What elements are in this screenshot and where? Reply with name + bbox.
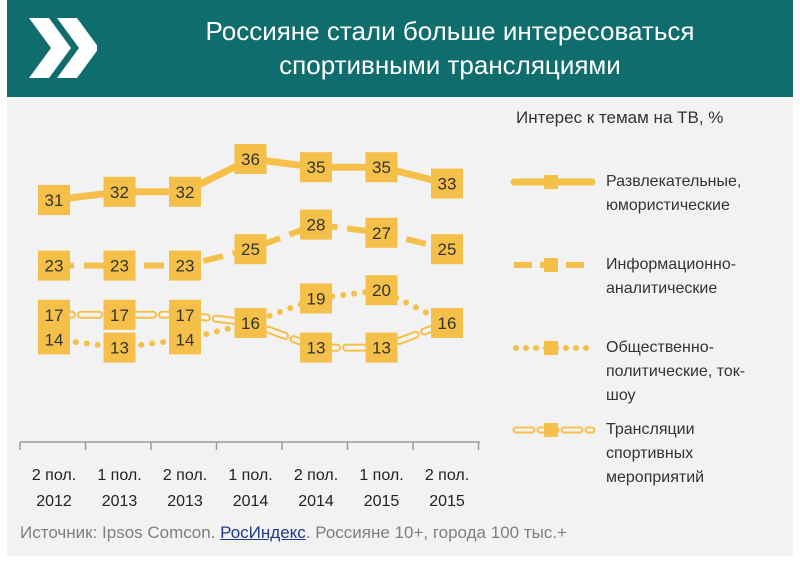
x-tick-label: 2 пол. 2015 [425,467,469,510]
source-suffix: . Россияне 10+, города 100 тыс.+ [305,523,567,542]
x-tick-label: 2 пол. 2014 [294,467,338,510]
title-line-2: спортивными трансляциями [279,50,621,80]
series-4-value-label: 13 [372,339,391,358]
x-tick-label: 2 пол. 2013 [163,467,207,510]
series-2-marker [234,234,267,265]
series-2-marker [365,217,398,248]
series-3-value-label: 14 [45,330,64,349]
title-line-1: Россияне стали больше интересоваться [205,16,695,46]
legend-swatch-solid [510,175,596,189]
series-1-marker [234,144,267,174]
series-1-value-label: 32 [110,183,129,202]
x-tick-label: 1 пол. 2013 [97,467,141,510]
series-4-value-label: 17 [45,306,64,325]
series-3-value-label: 14 [176,330,195,349]
legend-line: спортивных [606,445,694,462]
series-1-marker [169,176,201,207]
series-2-value-label: 23 [110,257,129,276]
series-4-marker [234,308,267,338]
series-2-marker [431,234,463,265]
series-2-marker [103,250,136,281]
legend-title: Интерес к темам на ТВ, % [516,108,724,127]
legend-swatch-dotted [513,341,595,355]
series-4-marker [103,299,136,330]
legend-swatch-dashed [514,258,592,272]
series-3-marker [103,332,136,363]
series-3-value-label: 13 [110,339,129,358]
series-4-marker [431,308,463,338]
series-4-value-label: 17 [110,306,129,325]
series-4-value-label: 16 [241,314,260,333]
series-1-marker [431,168,463,199]
series-4-value-label: 16 [438,314,457,333]
series-4-marker [365,332,398,363]
series-4-marker [38,299,70,330]
legend-line: аналитические [606,280,718,297]
legend-label-sports: Трансляции спортивных мероприятий [606,418,786,490]
legend-line: Информационно- [606,256,737,273]
legend-line: юмористические [606,197,730,214]
legend-swatch-outline-dash [512,423,596,437]
series-2-value-label: 25 [241,240,260,259]
series-1-value-label: 36 [241,150,260,169]
legend-line: Развлекательные, [606,173,742,190]
series-1-marker [103,176,136,207]
series-4-value-label: 13 [307,339,326,358]
series-3-value-label: 20 [372,281,391,300]
series-1-value-label: 32 [176,183,195,202]
series-1-value-label: 35 [307,158,326,177]
x-tick-label: 1 пол. 2014 [228,467,272,510]
page-title: Россияне стали больше интересоваться спо… [107,14,793,82]
line-chart: 2 пол. 2012 1 пол. 2013 2 пол. 2013 1 пол. 2014… [19,144,480,510]
series-1-marker [38,185,70,215]
series-1-value-label: 33 [438,175,457,194]
x-tick-label: 1 пол. 2015 [359,467,403,510]
series-2-value-label: 28 [307,216,326,235]
legend-label-information: Информационно- аналитические [606,253,786,301]
legend-line: мероприятий [606,469,705,486]
legend-line: политические, ток- [606,363,746,380]
series-3-marker [365,275,398,306]
series-2-value-label: 23 [176,257,195,276]
source-note: Источник: Ipsos Comcon. РосИндекс. Росси… [20,523,567,543]
rosindex-link[interactable]: РосИндекс [220,523,306,542]
series-2-marker [169,250,201,281]
legend-line: Общественно- [606,339,714,356]
legend-line: шоу [606,387,636,404]
series-1-value-label: 35 [372,158,391,177]
series-4-marker [169,299,201,330]
series-2-value-label: 27 [372,224,391,243]
header-banner: Россияне стали больше интересоваться спо… [7,0,793,97]
chevrons-icon [29,18,97,78]
series-1-marker [365,152,398,183]
series-1-value-label: 31 [45,191,64,210]
legend-label-politics: Общественно- политические, ток- шоу [606,336,786,408]
series-3-marker [300,283,332,314]
series-2-marker [300,209,332,240]
series-1-marker [300,152,332,183]
series-4-value-label: 17 [176,306,195,325]
series-3-value-label: 19 [307,289,326,308]
series-2-marker [38,250,70,281]
x-tick-label: 2 пол. 2012 [32,467,76,510]
legend-line: Трансляции [606,421,695,438]
legend-label-entertainment: Развлекательные, юмористические [606,170,786,218]
series-2-value-label: 25 [438,240,457,259]
series-4-marker [300,332,332,363]
series-2-value-label: 23 [45,257,64,276]
source-prefix: Источник: Ipsos Comcon. [20,523,221,542]
